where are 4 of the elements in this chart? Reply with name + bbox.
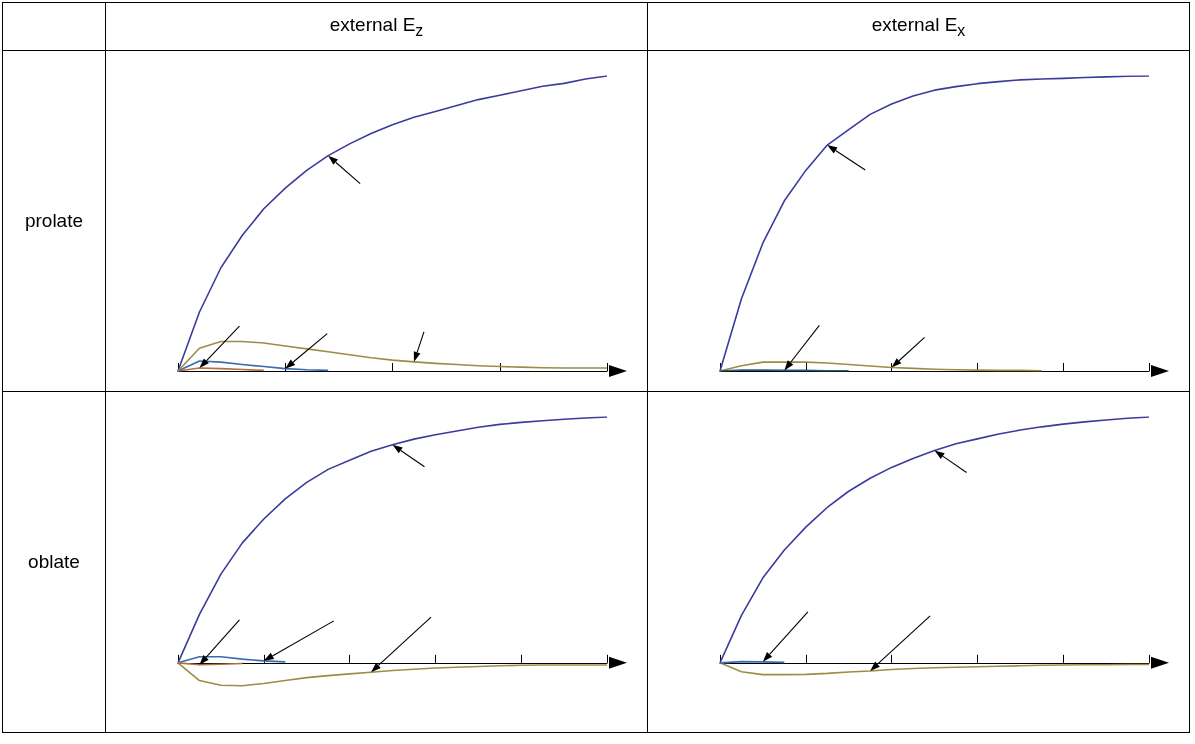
chart-title: external E$_{x}$ <box>647 2 1190 51</box>
chart-title: external E$_{z}$ <box>105 2 648 51</box>
y-axis-title: prolate <box>2 50 106 392</box>
y-axis-title: oblate <box>2 391 106 733</box>
